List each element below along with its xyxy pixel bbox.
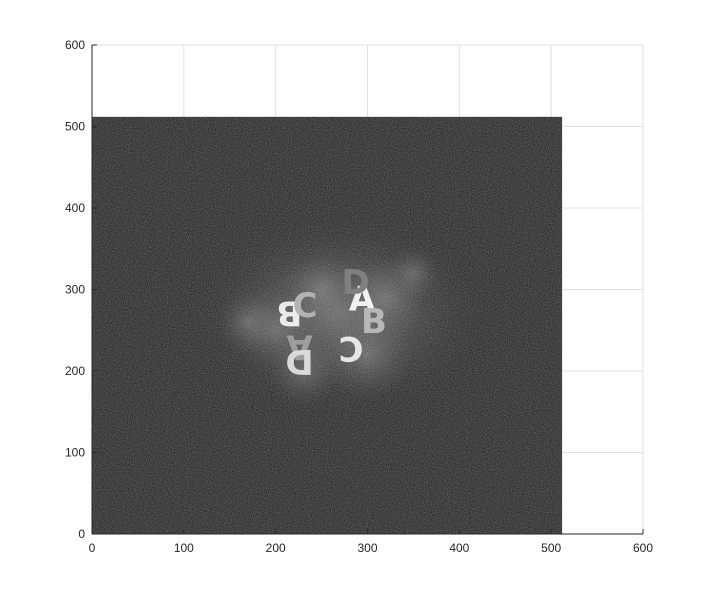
x-tick-label-0: 0 [89, 541, 96, 555]
glyph-b-2: B [361, 302, 387, 342]
y-tick-label-2: 200 [65, 364, 85, 378]
glyph-c-3: C [293, 286, 318, 326]
x-tick-label-6: 600 [633, 541, 653, 555]
x-tick-label-4: 400 [449, 541, 469, 555]
glyph-c-4: C [338, 328, 363, 368]
x-tick-label-1: 100 [174, 541, 194, 555]
x-tick-label-3: 300 [357, 541, 377, 555]
glyph-d-6: D [285, 341, 313, 381]
glyph-a-0: A [349, 279, 376, 319]
y-tick-label-0: 0 [78, 527, 85, 541]
glyph-b-1: B [276, 292, 302, 332]
glyph-d-7: D [341, 263, 369, 303]
x-axis-ticks: 0 100 200 300 400 500 600 [89, 529, 653, 555]
y-tick-label-6: 600 [65, 38, 85, 52]
y-tick-label-1: 100 [65, 446, 85, 460]
glyph-a-5: A [286, 327, 313, 367]
x-tick-label-5: 500 [541, 541, 561, 555]
y-tick-label-3: 300 [65, 283, 85, 297]
x-tick-label-2: 200 [266, 541, 286, 555]
y-tick-label-4: 400 [65, 201, 85, 215]
y-axis-ticks: 0 100 200 300 400 500 600 [65, 38, 97, 541]
y-tick-label-5: 500 [65, 120, 85, 134]
image-noise [92, 116, 563, 534]
